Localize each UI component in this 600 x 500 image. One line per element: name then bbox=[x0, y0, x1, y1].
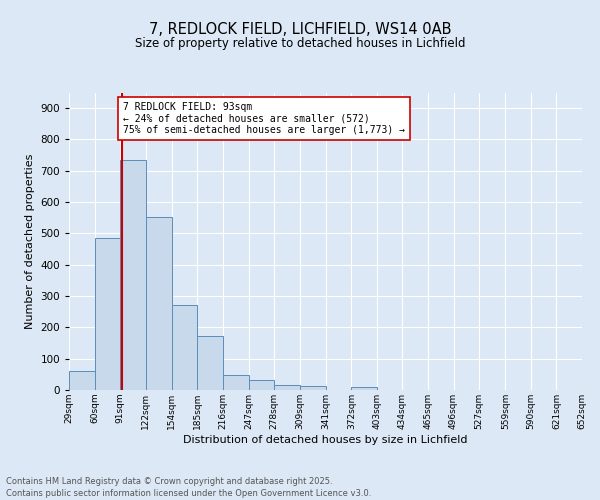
Text: Size of property relative to detached houses in Lichfield: Size of property relative to detached ho… bbox=[135, 38, 465, 51]
Y-axis label: Number of detached properties: Number of detached properties bbox=[25, 154, 35, 329]
Text: 7, REDLOCK FIELD, LICHFIELD, WS14 0AB: 7, REDLOCK FIELD, LICHFIELD, WS14 0AB bbox=[149, 22, 451, 38]
Text: Contains HM Land Registry data © Crown copyright and database right 2025.: Contains HM Land Registry data © Crown c… bbox=[6, 476, 332, 486]
Bar bbox=[146, 217, 172, 390]
Bar bbox=[69, 370, 95, 390]
Bar bbox=[248, 380, 274, 390]
Text: 7 REDLOCK FIELD: 93sqm
← 24% of detached houses are smaller (572)
75% of semi-de: 7 REDLOCK FIELD: 93sqm ← 24% of detached… bbox=[124, 102, 406, 135]
Text: Contains public sector information licensed under the Open Government Licence v3: Contains public sector information licen… bbox=[6, 489, 371, 498]
Bar bbox=[197, 336, 223, 390]
X-axis label: Distribution of detached houses by size in Lichfield: Distribution of detached houses by size … bbox=[183, 434, 468, 444]
Bar bbox=[299, 386, 326, 390]
Bar bbox=[274, 384, 299, 390]
Bar bbox=[172, 305, 197, 390]
Bar bbox=[120, 160, 146, 390]
Bar bbox=[223, 376, 248, 390]
Bar bbox=[95, 238, 120, 390]
Bar bbox=[352, 388, 377, 390]
